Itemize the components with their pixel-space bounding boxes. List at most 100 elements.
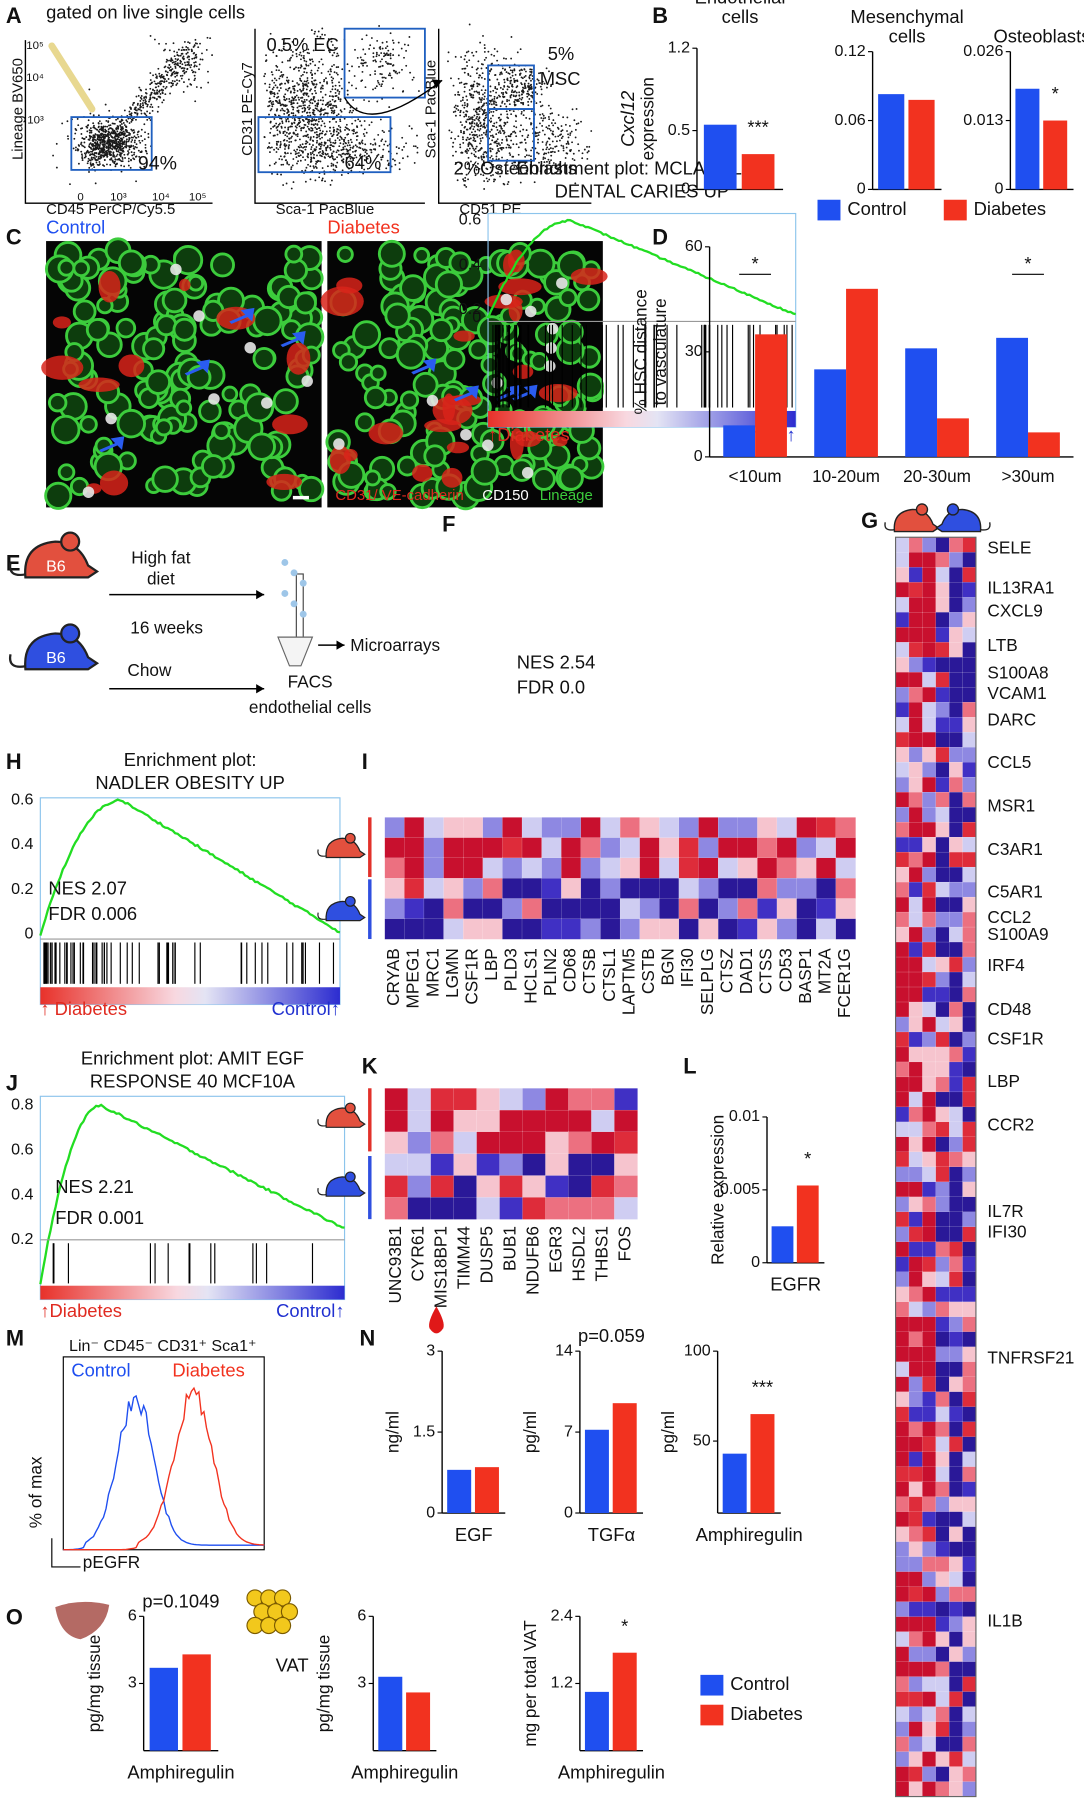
flow-event	[316, 128, 319, 130]
flow-event	[273, 162, 276, 165]
heatmap-cell	[922, 986, 937, 1003]
flow-event	[389, 57, 392, 60]
heatmap-cell	[895, 822, 910, 838]
flow-event	[346, 144, 349, 147]
gene-label: FOS	[614, 1226, 634, 1261]
heatmap-cell	[962, 1166, 977, 1183]
flow-event	[293, 118, 296, 120]
flow-event	[381, 156, 384, 159]
flow-event	[485, 151, 488, 154]
flow-event	[311, 92, 314, 95]
flow-event	[319, 145, 322, 148]
flow-event	[88, 131, 91, 134]
flow-event	[521, 69, 523, 72]
adipocyte-icon	[273, 1589, 292, 1607]
flow-event	[332, 168, 335, 171]
flow-event	[361, 148, 364, 150]
flow-event	[326, 145, 329, 147]
mouse-tail	[8, 562, 26, 577]
heatmap-cell	[430, 1109, 455, 1133]
flow-event	[580, 120, 582, 123]
flow-event	[122, 130, 125, 133]
flow-event	[514, 90, 517, 93]
flow-event	[450, 137, 453, 140]
flow-event	[502, 88, 504, 91]
flow-event	[270, 146, 273, 149]
heatmap-cell	[949, 851, 963, 868]
heatmap-cell	[908, 1166, 923, 1183]
flow-event	[326, 139, 329, 142]
flow-event	[149, 79, 152, 81]
rank-label: ↑Diabetes	[488, 424, 570, 445]
heatmap-cell	[600, 918, 621, 940]
flow-event	[537, 134, 540, 137]
flow-event	[88, 139, 91, 141]
flow-event	[121, 119, 124, 122]
flow-event	[299, 79, 302, 82]
flow-event	[463, 132, 466, 135]
flow-event	[307, 136, 310, 139]
heatmap-cell	[895, 642, 910, 658]
heatmap-cell	[922, 1136, 937, 1153]
flow-event	[480, 89, 483, 92]
flow-event	[473, 108, 475, 111]
flow-event	[376, 53, 378, 56]
heatmap-cell	[895, 1121, 910, 1138]
flow-event	[407, 44, 410, 47]
heatmap-cell	[949, 1616, 963, 1633]
heatmap-cell	[935, 1526, 950, 1543]
flow-event	[387, 49, 390, 52]
y-tick-label: 3	[128, 1674, 137, 1692]
flow-event	[549, 129, 552, 132]
flow-event	[181, 46, 184, 49]
flow-event	[475, 122, 478, 125]
flow-event	[503, 81, 506, 84]
bar	[584, 1429, 609, 1514]
flow-event	[306, 85, 309, 88]
flow-event	[354, 150, 357, 153]
flow-event	[86, 130, 89, 133]
flow-event	[483, 151, 486, 154]
flow-event	[504, 69, 506, 71]
flow-event	[320, 117, 323, 120]
heatmap-cell	[908, 941, 923, 958]
flow-event	[134, 106, 137, 109]
heatmap-cell	[908, 1691, 923, 1708]
hist-legend: Control	[71, 1360, 130, 1381]
heatmap-cell	[922, 657, 937, 673]
flow-event	[512, 143, 515, 146]
flow-event	[526, 95, 529, 98]
heatmap-cell	[935, 881, 950, 898]
flow-event	[169, 66, 172, 68]
flow-event	[401, 136, 404, 139]
heatmap-cell	[922, 552, 937, 568]
flow-event	[466, 64, 469, 67]
heatmap-cell	[835, 837, 856, 859]
flow-event	[513, 161, 516, 164]
flow-event	[285, 159, 288, 162]
enrichment-curve	[39, 798, 341, 936]
heatmap-cell	[407, 1153, 432, 1176]
flow-event	[315, 131, 318, 133]
heatmap-cell	[962, 1301, 977, 1318]
heatmap-cell	[908, 1496, 923, 1513]
flow-event	[548, 148, 551, 151]
flow-event	[522, 114, 525, 117]
flow-event	[102, 149, 105, 151]
mouse-icon	[317, 832, 366, 859]
flow-event	[113, 142, 116, 144]
flow-event	[324, 156, 326, 159]
flow-event	[365, 156, 368, 159]
flow-event	[354, 132, 357, 134]
flow-event	[174, 57, 177, 60]
flow-event	[291, 125, 293, 128]
heatmap-cell	[895, 627, 910, 643]
flow-event	[195, 65, 198, 68]
flow-event	[562, 145, 565, 148]
flow-event	[363, 148, 366, 151]
heatmap-cell	[895, 1586, 910, 1603]
flow-event	[386, 45, 389, 48]
stain-label: CD150	[482, 487, 528, 504]
heatmap-cell	[935, 1016, 950, 1033]
flow-event	[473, 114, 476, 117]
